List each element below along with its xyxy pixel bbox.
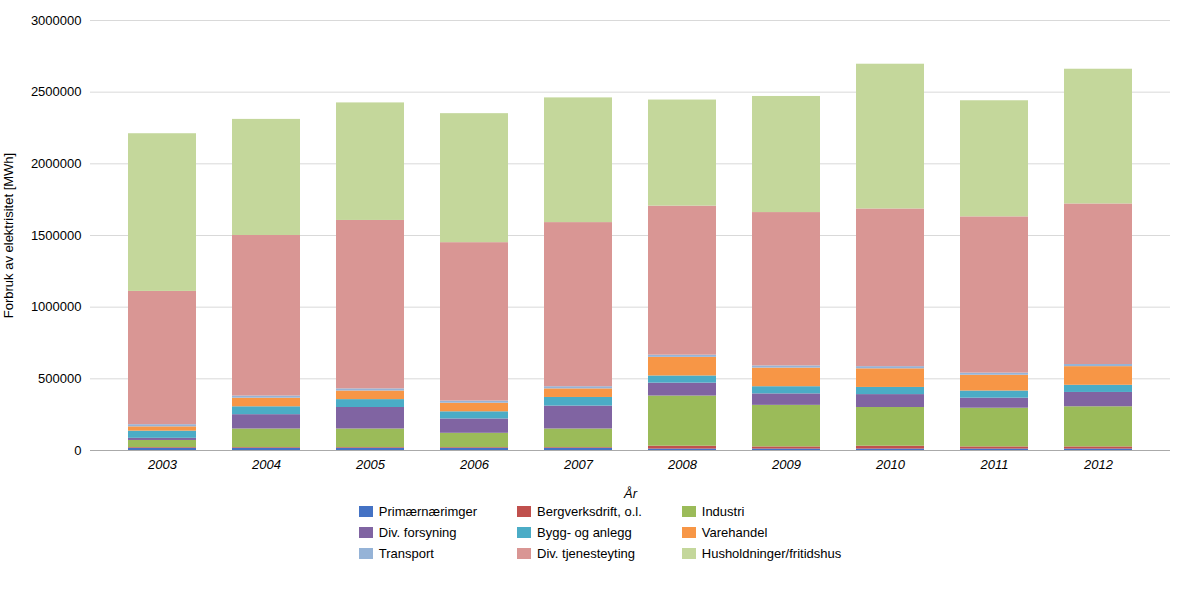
svg-text:Forbruk av elektrisitet [MWh]: Forbruk av elektrisitet [MWh] <box>1 153 16 318</box>
html-text:Div. tjenesteyting: Div. tjenesteyting <box>537 546 635 561</box>
svg-text:År: År <box>623 486 638 501</box>
svg-text:2000000: 2000000 <box>31 156 82 171</box>
html-text:Bergverksdrift, o.l.: Bergverksdrift, o.l. <box>537 504 642 519</box>
svg-text:2500000: 2500000 <box>31 84 82 99</box>
html-text:Industri: Industri <box>701 504 745 519</box>
svg-text:0: 0 <box>74 443 81 458</box>
svg-text:3000000: 3000000 <box>31 13 82 28</box>
svg-text:2005: 2005 <box>355 457 386 472</box>
svg-text:2003: 2003 <box>147 457 178 472</box>
svg-text:2011: 2011 <box>980 457 1009 472</box>
html-text:Husholdninger/fritidshus: Husholdninger/fritidshus <box>701 546 842 561</box>
svg-text:2004: 2004 <box>251 457 281 472</box>
svg-text:2007: 2007 <box>563 457 594 472</box>
svg-text:1000000: 1000000 <box>31 299 82 314</box>
svg-text:1500000: 1500000 <box>31 228 82 243</box>
svg-text:500000: 500000 <box>38 371 81 386</box>
html-text:Primærnærimger: Primærnærimger <box>378 504 477 519</box>
svg-text:2010: 2010 <box>875 457 906 472</box>
html-text:Bygg- og anlegg: Bygg- og anlegg <box>537 525 632 540</box>
svg-text:2006: 2006 <box>459 457 490 472</box>
html-text:Div. forsyning: Div. forsyning <box>378 525 457 540</box>
svg-text:2012: 2012 <box>1083 457 1114 472</box>
svg-text:2008: 2008 <box>667 457 698 472</box>
html-text:Transport: Transport <box>378 546 434 561</box>
svg-text:2009: 2009 <box>771 457 801 472</box>
html-text:Varehandel: Varehandel <box>701 525 768 540</box>
